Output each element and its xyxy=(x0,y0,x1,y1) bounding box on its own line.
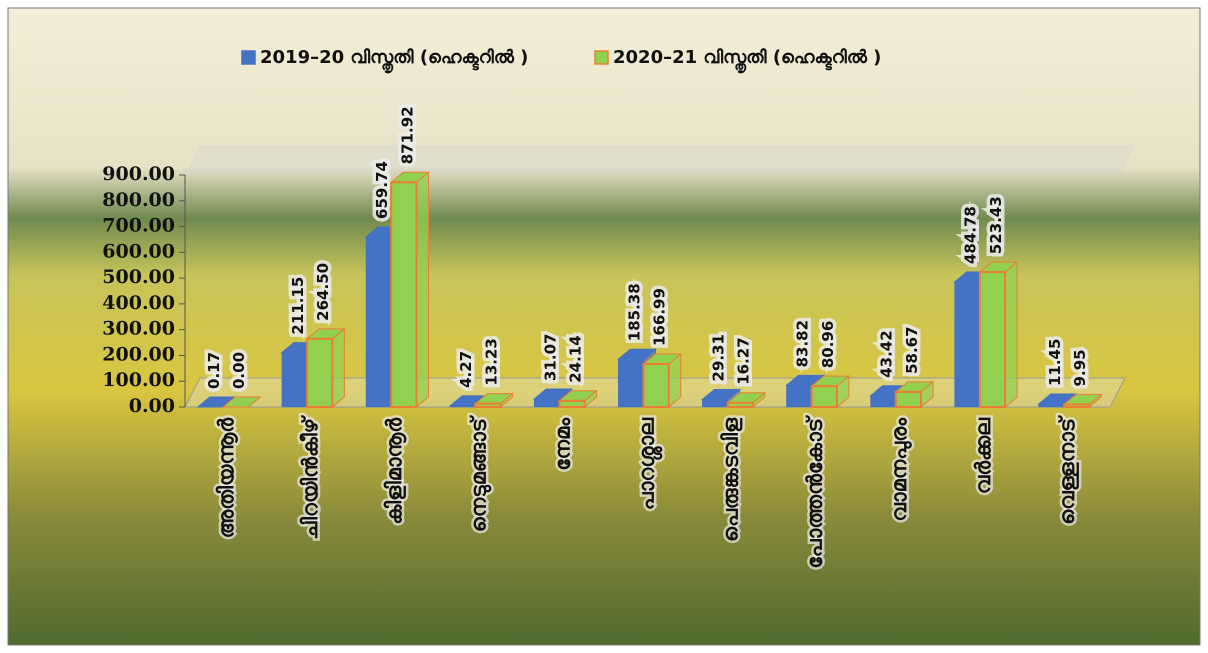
value-label: 29.31 xyxy=(709,334,727,381)
bar-group xyxy=(644,354,681,407)
legend-swatch xyxy=(595,51,608,64)
back-wall xyxy=(185,145,1135,175)
bar xyxy=(644,364,669,407)
x-tick-label: നേമം xyxy=(550,417,574,471)
value-label: 484.78 xyxy=(962,206,980,264)
value-label: 13.23 xyxy=(482,338,500,385)
bar xyxy=(955,282,980,407)
value-label: 9.95 xyxy=(1071,349,1089,386)
value-label: 871.92 xyxy=(398,106,416,164)
bar xyxy=(450,406,475,407)
value-label: 264.50 xyxy=(314,263,332,321)
y-tick-label: 200.00 xyxy=(102,343,175,365)
x-tick-label: വെള്ളനാട് xyxy=(1055,415,1079,525)
value-label: 523.43 xyxy=(987,196,1005,254)
x-tick-label: പെരുങ്കടവിള xyxy=(719,417,743,542)
chart-background xyxy=(8,8,1200,645)
bar xyxy=(1039,404,1064,407)
x-tick-label: വർക്കല xyxy=(971,417,995,494)
value-label: 659.74 xyxy=(373,161,391,219)
bar-side xyxy=(332,329,344,407)
bar-side xyxy=(1005,262,1017,407)
bar xyxy=(282,353,307,407)
y-tick-label: 300.00 xyxy=(102,318,175,340)
y-tick-label: 0.00 xyxy=(129,395,175,417)
y-tick-label: 500.00 xyxy=(102,266,175,288)
bar xyxy=(559,401,584,407)
bar xyxy=(391,182,416,407)
bar-group xyxy=(980,262,1017,407)
bar xyxy=(980,272,1005,407)
page: 0.00 100.00 200.00 300.00 400.00 500.00 600.00… xyxy=(0,0,1208,653)
y-tick-label: 600.00 xyxy=(102,240,175,262)
value-label: 31.07 xyxy=(541,334,559,381)
x-tick-label: വാമനപുരം xyxy=(887,417,912,522)
bar xyxy=(786,385,811,407)
y-tick-label: 900.00 xyxy=(102,163,175,185)
bar-side xyxy=(416,172,428,407)
chart: 0.00 100.00 200.00 300.00 400.00 500.00 600.00… xyxy=(0,0,1208,653)
value-label: 185.38 xyxy=(625,283,643,341)
bar xyxy=(728,403,753,407)
bar xyxy=(702,399,727,407)
value-label: 211.15 xyxy=(289,277,307,335)
y-tick-label: 400.00 xyxy=(102,292,175,314)
y-tick-label: 100.00 xyxy=(102,369,175,391)
bar-group xyxy=(391,172,428,407)
value-label: 43.42 xyxy=(878,330,896,377)
x-tick-label: പോത്തൻകോട് xyxy=(803,415,827,569)
x-tick-label: കിളിമാനൂർ xyxy=(382,417,407,525)
value-label: 166.99 xyxy=(651,288,669,346)
value-label: 58.67 xyxy=(903,326,921,373)
bar xyxy=(366,237,391,407)
value-label: 16.27 xyxy=(735,337,753,384)
value-label: 80.96 xyxy=(819,321,837,368)
value-label: 11.45 xyxy=(1046,339,1064,386)
legend-swatch xyxy=(242,51,255,64)
value-label: 0.17 xyxy=(205,352,223,389)
value-label: 83.82 xyxy=(794,320,812,367)
y-tick-label: 800.00 xyxy=(102,189,175,211)
bar xyxy=(812,386,837,407)
y-tick-label: 700.00 xyxy=(102,215,175,237)
bar xyxy=(1064,404,1089,407)
value-label: 24.14 xyxy=(567,335,585,382)
bar xyxy=(475,404,500,407)
bar-group xyxy=(307,329,344,407)
x-tick-label: നെടുമങ്ങാട് xyxy=(466,415,491,532)
value-label: 0.00 xyxy=(230,352,248,389)
x-tick-label: ചിറയിൻകീഴ് xyxy=(298,415,322,540)
value-label: 4.27 xyxy=(457,351,475,388)
bar xyxy=(618,359,643,407)
bar xyxy=(871,396,896,407)
bar xyxy=(534,399,559,407)
x-tick-label: അതിയന്നൂർ xyxy=(214,417,239,539)
bar xyxy=(307,339,332,407)
bar xyxy=(896,392,921,407)
